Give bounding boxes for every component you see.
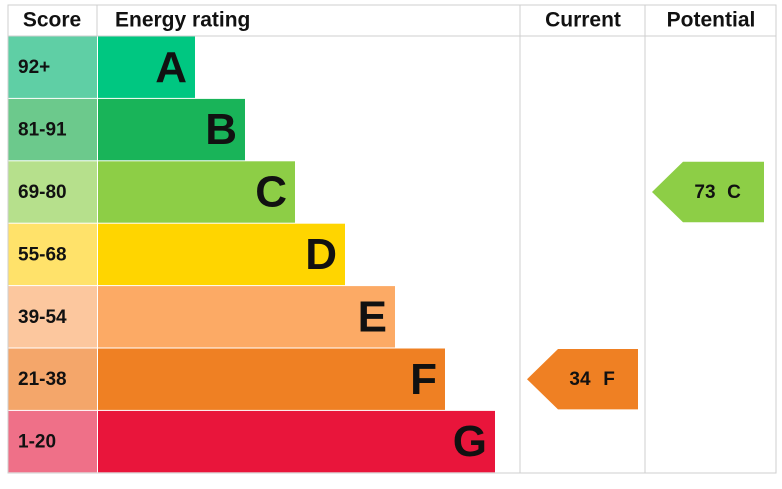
rating-bar	[98, 410, 495, 473]
rating-letter: F	[410, 355, 437, 404]
rating-letter: G	[453, 417, 487, 466]
potential-letter: C	[727, 182, 741, 203]
header-score: Score	[23, 9, 81, 32]
score-cell	[8, 161, 97, 223]
rating-bar	[98, 98, 245, 161]
current-value: 34	[569, 369, 591, 390]
score-cell	[8, 410, 97, 473]
score-label: 1-20	[18, 432, 56, 453]
header-current: Current	[545, 9, 621, 32]
rating-letter: D	[305, 230, 337, 279]
potential-arrow	[652, 161, 764, 223]
rating-bar	[98, 286, 395, 348]
header-potential: Potential	[667, 9, 756, 32]
current-letter: F	[603, 369, 615, 390]
score-cell	[8, 223, 97, 286]
score-cell	[8, 286, 97, 348]
score-cell	[8, 348, 97, 410]
rating-letter: B	[205, 105, 237, 154]
current-arrow	[527, 349, 638, 410]
frame	[7, 4, 777, 474]
header-rating: Energy rating	[115, 9, 250, 32]
rating-bar	[98, 348, 445, 410]
score-label: 92+	[18, 57, 50, 78]
score-cell	[8, 98, 97, 161]
score-label: 39-54	[18, 307, 67, 328]
score-cell	[8, 36, 97, 98]
rating-bar	[98, 36, 195, 98]
rating-letter: E	[358, 292, 387, 341]
rating-letter: A	[155, 43, 187, 92]
rating-bar	[98, 223, 345, 286]
rating-letter: C	[255, 168, 287, 217]
score-label: 81-91	[18, 120, 67, 141]
potential-value: 73	[694, 182, 715, 203]
score-label: 69-80	[18, 182, 67, 203]
score-label: 21-38	[18, 369, 67, 390]
rating-bar	[98, 161, 295, 223]
score-label: 55-68	[18, 244, 67, 265]
